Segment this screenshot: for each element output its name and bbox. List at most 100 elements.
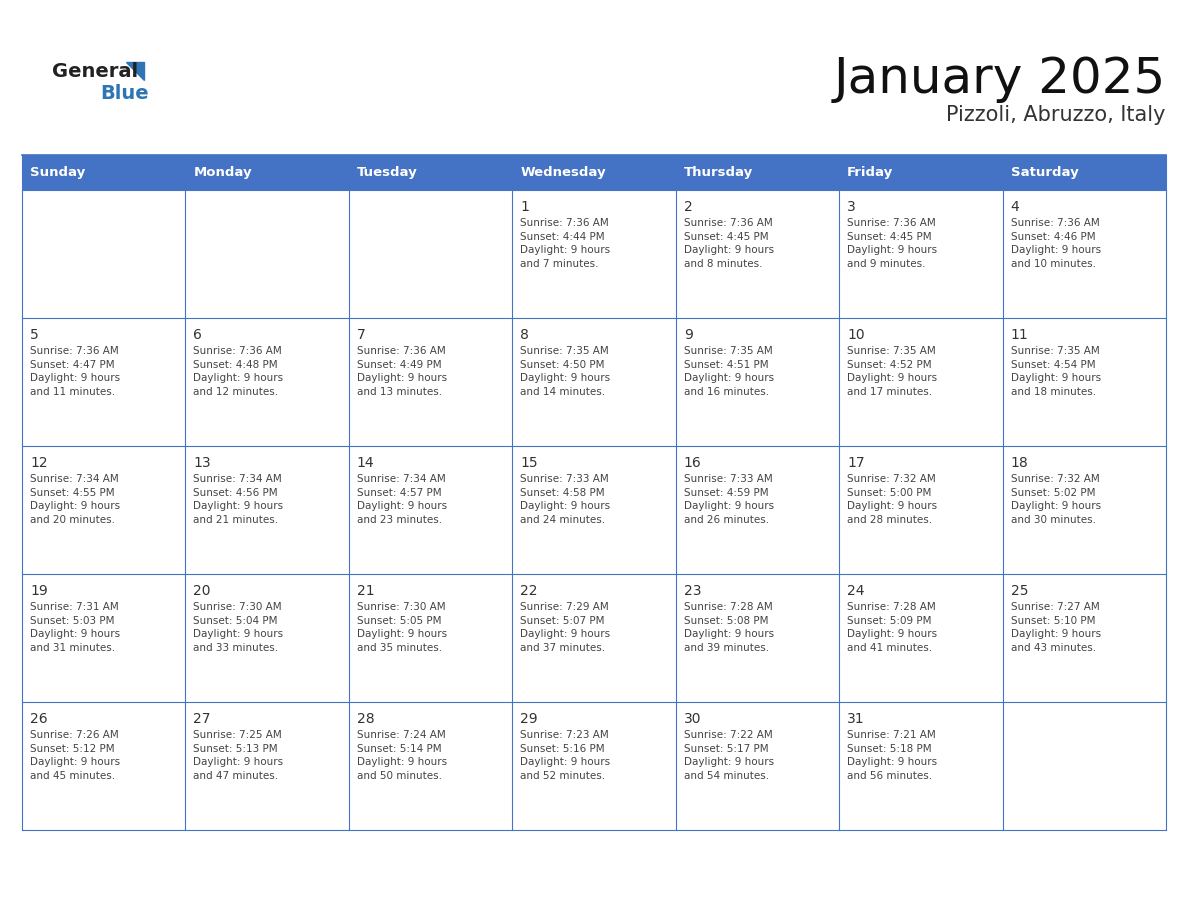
Text: Sunrise: 7:28 AM
Sunset: 5:08 PM
Daylight: 9 hours
and 39 minutes.: Sunrise: 7:28 AM Sunset: 5:08 PM Dayligh… [684,602,773,653]
Bar [1003,190,1165,318]
Text: 14: 14 [356,456,374,470]
Bar [676,574,839,702]
Text: 6: 6 [194,328,202,342]
Text: 12: 12 [30,456,48,470]
Text: Sunrise: 7:31 AM
Sunset: 5:03 PM
Daylight: 9 hours
and 31 minutes.: Sunrise: 7:31 AM Sunset: 5:03 PM Dayligh… [30,602,120,653]
Bar [185,574,349,702]
Text: 11: 11 [1011,328,1029,342]
Text: 19: 19 [30,584,48,598]
Bar [185,702,349,830]
Text: Sunrise: 7:28 AM
Sunset: 5:09 PM
Daylight: 9 hours
and 41 minutes.: Sunrise: 7:28 AM Sunset: 5:09 PM Dayligh… [847,602,937,653]
Bar [349,155,512,190]
Text: January 2025: January 2025 [834,55,1165,103]
Bar [839,190,1003,318]
Bar [23,155,185,190]
Bar [23,446,185,574]
Text: 18: 18 [1011,456,1029,470]
Bar [1003,446,1165,574]
Text: Sunrise: 7:36 AM
Sunset: 4:46 PM
Daylight: 9 hours
and 10 minutes.: Sunrise: 7:36 AM Sunset: 4:46 PM Dayligh… [1011,218,1101,269]
Text: Sunrise: 7:30 AM
Sunset: 5:04 PM
Daylight: 9 hours
and 33 minutes.: Sunrise: 7:30 AM Sunset: 5:04 PM Dayligh… [194,602,284,653]
Bar [349,574,512,702]
Bar [676,155,839,190]
Text: 29: 29 [520,712,538,726]
Text: 2: 2 [684,200,693,214]
Text: 26: 26 [30,712,48,726]
Bar [512,574,676,702]
Bar [349,446,512,574]
Bar [676,190,839,318]
Bar [23,702,185,830]
Text: 25: 25 [1011,584,1028,598]
Bar [185,318,349,446]
Text: Sunrise: 7:24 AM
Sunset: 5:14 PM
Daylight: 9 hours
and 50 minutes.: Sunrise: 7:24 AM Sunset: 5:14 PM Dayligh… [356,730,447,781]
Text: Sunrise: 7:23 AM
Sunset: 5:16 PM
Daylight: 9 hours
and 52 minutes.: Sunrise: 7:23 AM Sunset: 5:16 PM Dayligh… [520,730,611,781]
Bar [512,446,676,574]
Text: Blue: Blue [100,84,148,103]
Text: Sunrise: 7:34 AM
Sunset: 4:55 PM
Daylight: 9 hours
and 20 minutes.: Sunrise: 7:34 AM Sunset: 4:55 PM Dayligh… [30,474,120,525]
Text: Sunrise: 7:32 AM
Sunset: 5:00 PM
Daylight: 9 hours
and 28 minutes.: Sunrise: 7:32 AM Sunset: 5:00 PM Dayligh… [847,474,937,525]
Text: Sunrise: 7:33 AM
Sunset: 4:59 PM
Daylight: 9 hours
and 26 minutes.: Sunrise: 7:33 AM Sunset: 4:59 PM Dayligh… [684,474,773,525]
Text: Sunrise: 7:25 AM
Sunset: 5:13 PM
Daylight: 9 hours
and 47 minutes.: Sunrise: 7:25 AM Sunset: 5:13 PM Dayligh… [194,730,284,781]
Text: Sunrise: 7:27 AM
Sunset: 5:10 PM
Daylight: 9 hours
and 43 minutes.: Sunrise: 7:27 AM Sunset: 5:10 PM Dayligh… [1011,602,1101,653]
Text: 8: 8 [520,328,529,342]
Text: Pizzoli, Abruzzo, Italy: Pizzoli, Abruzzo, Italy [947,105,1165,125]
Text: 22: 22 [520,584,538,598]
Text: Wednesday: Wednesday [520,166,606,179]
Text: Sunrise: 7:35 AM
Sunset: 4:52 PM
Daylight: 9 hours
and 17 minutes.: Sunrise: 7:35 AM Sunset: 4:52 PM Dayligh… [847,346,937,397]
Text: Sunrise: 7:29 AM
Sunset: 5:07 PM
Daylight: 9 hours
and 37 minutes.: Sunrise: 7:29 AM Sunset: 5:07 PM Dayligh… [520,602,611,653]
Text: 21: 21 [356,584,374,598]
Bar [512,190,676,318]
Bar [1003,574,1165,702]
Bar [512,318,676,446]
Text: Sunrise: 7:35 AM
Sunset: 4:54 PM
Daylight: 9 hours
and 18 minutes.: Sunrise: 7:35 AM Sunset: 4:54 PM Dayligh… [1011,346,1101,397]
Text: 5: 5 [30,328,39,342]
Text: Sunrise: 7:21 AM
Sunset: 5:18 PM
Daylight: 9 hours
and 56 minutes.: Sunrise: 7:21 AM Sunset: 5:18 PM Dayligh… [847,730,937,781]
Text: Thursday: Thursday [684,166,753,179]
Bar [676,446,839,574]
Text: Sunrise: 7:26 AM
Sunset: 5:12 PM
Daylight: 9 hours
and 45 minutes.: Sunrise: 7:26 AM Sunset: 5:12 PM Dayligh… [30,730,120,781]
Text: Monday: Monday [194,166,252,179]
Bar [839,155,1003,190]
Bar [349,702,512,830]
Text: Tuesday: Tuesday [356,166,418,179]
Text: Sunrise: 7:30 AM
Sunset: 5:05 PM
Daylight: 9 hours
and 35 minutes.: Sunrise: 7:30 AM Sunset: 5:05 PM Dayligh… [356,602,447,653]
Text: Sunrise: 7:36 AM
Sunset: 4:45 PM
Daylight: 9 hours
and 8 minutes.: Sunrise: 7:36 AM Sunset: 4:45 PM Dayligh… [684,218,773,269]
Bar [839,702,1003,830]
Bar [839,446,1003,574]
Bar [512,702,676,830]
Text: General: General [52,62,138,81]
Text: 31: 31 [847,712,865,726]
Bar [839,574,1003,702]
Bar [23,318,185,446]
Text: Sunday: Sunday [30,166,86,179]
Text: Sunrise: 7:35 AM
Sunset: 4:51 PM
Daylight: 9 hours
and 16 minutes.: Sunrise: 7:35 AM Sunset: 4:51 PM Dayligh… [684,346,773,397]
Text: 27: 27 [194,712,211,726]
Text: Sunrise: 7:36 AM
Sunset: 4:44 PM
Daylight: 9 hours
and 7 minutes.: Sunrise: 7:36 AM Sunset: 4:44 PM Dayligh… [520,218,611,269]
Bar [1003,318,1165,446]
Bar [676,702,839,830]
Text: Sunrise: 7:22 AM
Sunset: 5:17 PM
Daylight: 9 hours
and 54 minutes.: Sunrise: 7:22 AM Sunset: 5:17 PM Dayligh… [684,730,773,781]
Text: 3: 3 [847,200,855,214]
Text: Saturday: Saturday [1011,166,1079,179]
Bar [839,318,1003,446]
Text: 10: 10 [847,328,865,342]
Bar [349,190,512,318]
Text: 7: 7 [356,328,366,342]
Text: 20: 20 [194,584,211,598]
Bar [1003,155,1165,190]
Text: 24: 24 [847,584,865,598]
Text: Sunrise: 7:36 AM
Sunset: 4:48 PM
Daylight: 9 hours
and 12 minutes.: Sunrise: 7:36 AM Sunset: 4:48 PM Dayligh… [194,346,284,397]
Text: Sunrise: 7:36 AM
Sunset: 4:49 PM
Daylight: 9 hours
and 13 minutes.: Sunrise: 7:36 AM Sunset: 4:49 PM Dayligh… [356,346,447,397]
Text: 4: 4 [1011,200,1019,214]
Bar [185,190,349,318]
Bar [512,155,676,190]
Text: 30: 30 [684,712,701,726]
Text: 17: 17 [847,456,865,470]
Text: Sunrise: 7:33 AM
Sunset: 4:58 PM
Daylight: 9 hours
and 24 minutes.: Sunrise: 7:33 AM Sunset: 4:58 PM Dayligh… [520,474,611,525]
Text: 28: 28 [356,712,374,726]
Text: Sunrise: 7:36 AM
Sunset: 4:45 PM
Daylight: 9 hours
and 9 minutes.: Sunrise: 7:36 AM Sunset: 4:45 PM Dayligh… [847,218,937,269]
Text: Sunrise: 7:34 AM
Sunset: 4:56 PM
Daylight: 9 hours
and 21 minutes.: Sunrise: 7:34 AM Sunset: 4:56 PM Dayligh… [194,474,284,525]
Text: Sunrise: 7:35 AM
Sunset: 4:50 PM
Daylight: 9 hours
and 14 minutes.: Sunrise: 7:35 AM Sunset: 4:50 PM Dayligh… [520,346,611,397]
Text: Sunrise: 7:34 AM
Sunset: 4:57 PM
Daylight: 9 hours
and 23 minutes.: Sunrise: 7:34 AM Sunset: 4:57 PM Dayligh… [356,474,447,525]
Text: Sunrise: 7:36 AM
Sunset: 4:47 PM
Daylight: 9 hours
and 11 minutes.: Sunrise: 7:36 AM Sunset: 4:47 PM Dayligh… [30,346,120,397]
